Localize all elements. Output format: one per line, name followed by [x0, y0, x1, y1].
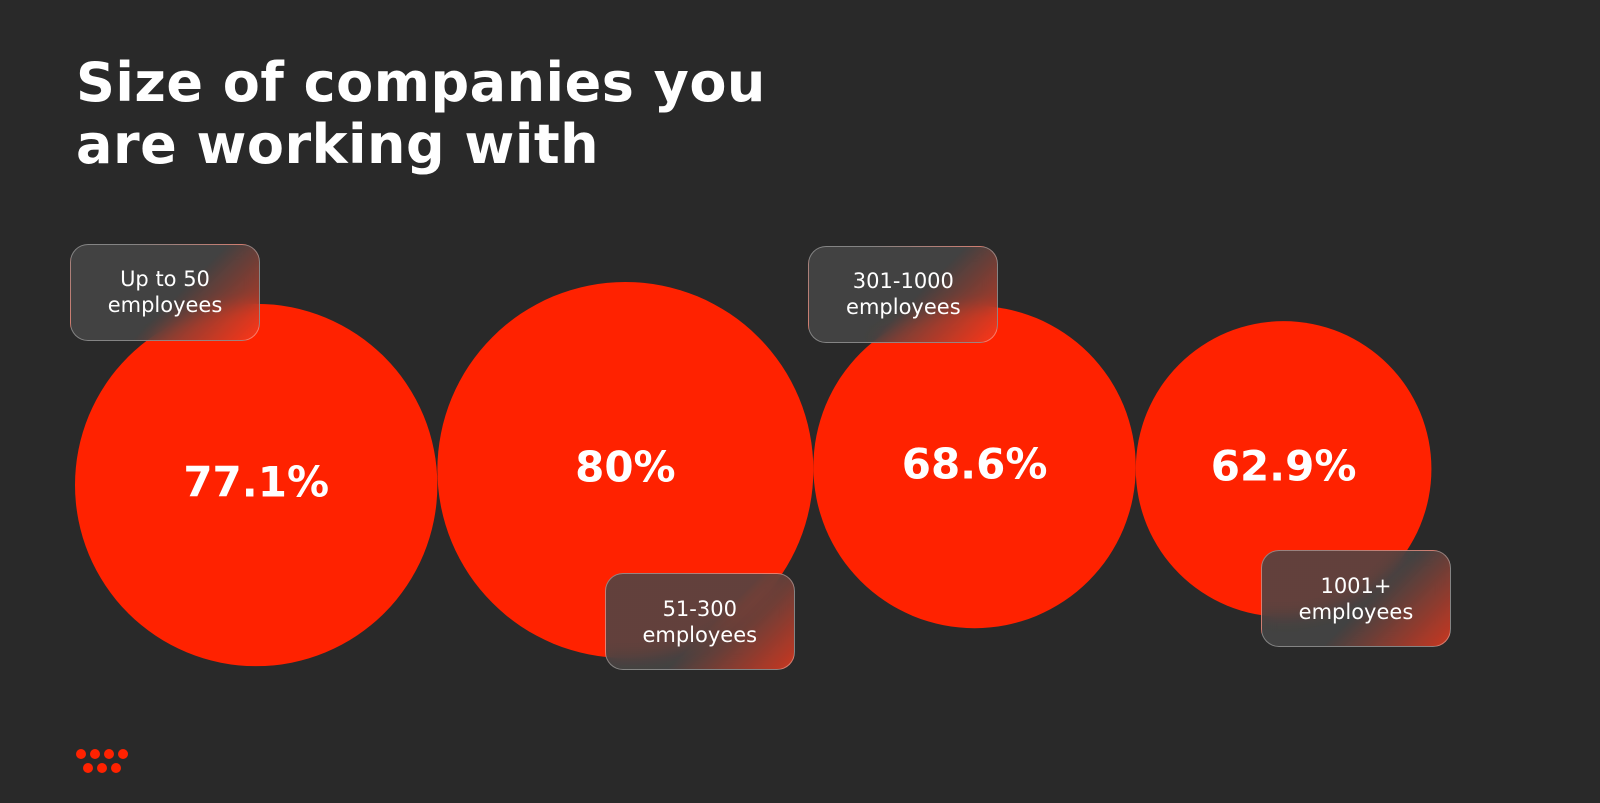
value-label: 80% [575, 443, 676, 492]
category-label: 301-1000 employees [808, 245, 999, 343]
bubble [75, 303, 438, 667]
category-label: Up to 50 employees [70, 243, 260, 341]
bubble [437, 282, 814, 658]
value-label: 62.9% [1211, 442, 1357, 491]
value-label: 77.1% [183, 458, 329, 507]
logo [76, 749, 128, 773]
bubble [813, 305, 1136, 629]
category-label: 1001+ employees [1260, 550, 1451, 648]
bubble [1135, 321, 1432, 617]
chart-title: Size of companies you are working with [76, 51, 766, 176]
category-label: 51-300 employees [604, 573, 795, 671]
value-label: 68.6% [902, 440, 1048, 489]
